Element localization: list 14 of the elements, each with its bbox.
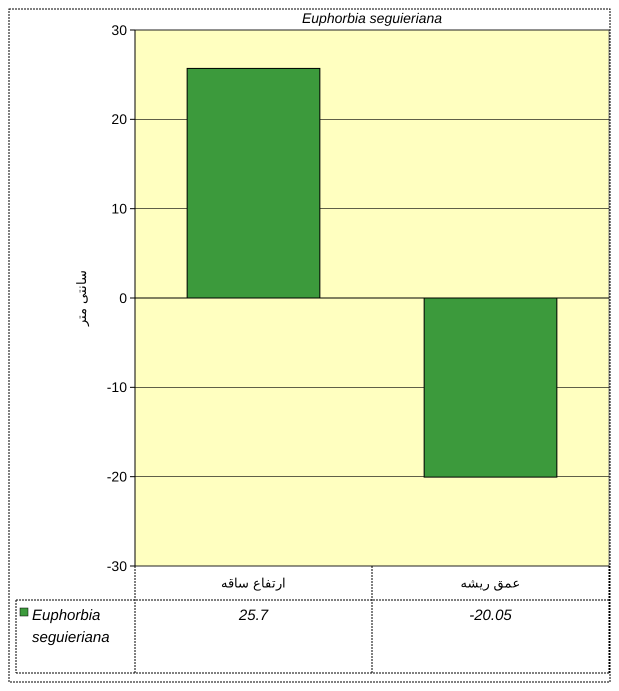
y-tick-label: 30 <box>111 22 128 38</box>
x-tick-label: عمق ریشه <box>460 576 520 592</box>
y-tick-label: 20 <box>111 111 128 128</box>
chart-title: Euphorbia seguieriana <box>302 10 442 26</box>
y-tick-label: -10 <box>106 379 128 396</box>
y-tick-label: 10 <box>111 200 128 217</box>
y-axis-title: سانتی متر <box>74 270 90 327</box>
y-tick-label: -20 <box>106 468 128 485</box>
legend-label: Euphorbia seguieriana <box>32 607 110 646</box>
data-label: 25.7 <box>238 607 269 624</box>
x-tick-label: ارتفاع ساقه <box>221 576 286 592</box>
y-tick-label: -30 <box>106 558 128 574</box>
data-label: -20.05 <box>469 607 512 624</box>
y-tick-label: 0 <box>119 290 128 306</box>
